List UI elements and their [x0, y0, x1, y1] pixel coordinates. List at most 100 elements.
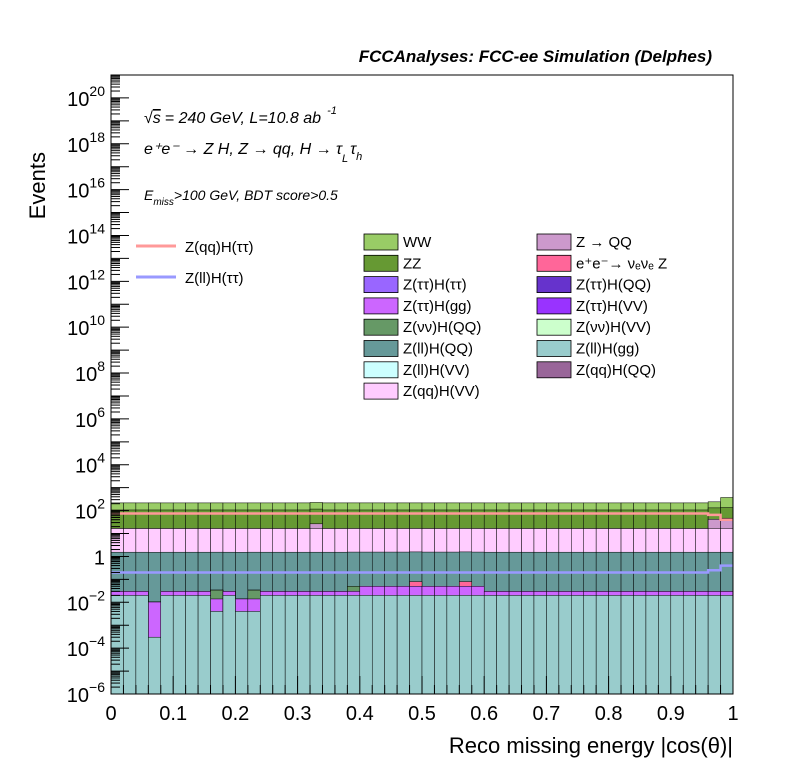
stack-bar: [322, 595, 336, 695]
stack-legend-swatch: [363, 340, 399, 357]
y-tick-label: 104: [75, 450, 105, 478]
stack-bar: [571, 595, 584, 695]
stack-legend-label: Z → QQ: [576, 234, 632, 251]
y-tick-label: 1014: [67, 220, 105, 248]
x-tick-label: 0.7: [532, 703, 560, 725]
stack-bar: [347, 595, 361, 695]
stack-bar: [533, 595, 547, 695]
x-tick-label: 0: [105, 703, 116, 725]
stack-legend-label: ZZ: [403, 255, 421, 272]
stack-bar: [558, 595, 572, 695]
signal-legend-label: Z(qq)H(ττ): [185, 239, 254, 256]
stack-bar: [309, 595, 323, 695]
x-tick-label: 0.2: [221, 703, 249, 725]
svg-text:Emiss>100 GeV, BDT score>0.5: Emiss>100 GeV, BDT score>0.5: [144, 187, 338, 208]
signal-legend-label: Z(ll)H(ττ): [185, 270, 244, 287]
y-tick-label: 1020: [67, 83, 105, 111]
stack-bar: [521, 595, 535, 695]
stack-bar: [707, 595, 721, 695]
stack-legend-swatch: [363, 318, 399, 336]
stack-bar: [396, 595, 410, 695]
stack-bar: [695, 595, 709, 695]
x-tick-label: 0.8: [595, 703, 623, 725]
annotation-energy: √s = 240 GeV, L=10.8 ab -1: [144, 105, 337, 127]
stack-bar: [720, 595, 734, 695]
stack-legend-swatch: [536, 254, 572, 272]
stack-bar: [148, 636, 162, 695]
cuts-suffix: >100 GeV, BDT score>0.5: [174, 187, 338, 203]
y-tick-label: 10−6: [67, 679, 105, 707]
y-tick-label: 1: [94, 547, 105, 569]
stack-bar: [658, 595, 672, 695]
svg-text:√s= 240 GeV, L=10.8 ab-1: √s = 240 GeV, L=10.8 ab -1: [144, 105, 337, 127]
stack-bar: [546, 595, 560, 695]
stack-bar: [421, 595, 435, 695]
stack-bar: [135, 595, 149, 695]
stack-layer: [110, 595, 734, 695]
stack-bar: [508, 595, 522, 695]
stack-bar: [496, 595, 510, 695]
stack-legend-swatch: [363, 382, 399, 400]
x-tick-label: 0.3: [284, 703, 312, 725]
stack-legend-swatch: [363, 276, 399, 294]
x-axis-label: Reco missing energy |cos(θ)|: [449, 733, 733, 758]
stack-legend-label: Z(ll)H(QQ): [403, 341, 473, 358]
y-tick-label: 1016: [67, 175, 105, 203]
stack-legend-label: Z(qq)H(QQ): [576, 362, 656, 379]
stack-legend-swatch: [363, 361, 399, 379]
stack-legend-label: Z(ll)H(VV): [403, 362, 470, 379]
svg-text:e⁺e⁻ → Z H, Z → qq, H → τLτh: e⁺e⁻ → Z H, Z → qq, H → τLτh: [144, 141, 362, 165]
signal-line: [111, 512, 733, 521]
stack-bar: [434, 595, 448, 695]
y-tick-label: 108: [75, 358, 105, 386]
tau2-sub: h: [356, 151, 362, 163]
stack-bar: [670, 595, 684, 695]
y-tick-label: 1010: [67, 312, 105, 340]
cuts-prefix: E: [144, 187, 154, 203]
stack-legend-swatch: [363, 254, 399, 272]
y-tick-label: 102: [75, 496, 105, 524]
cuts-sub: miss: [153, 197, 174, 208]
stack-bar: [471, 595, 485, 695]
signal-legend: Z(qq)H(ττ) Z(ll)H(ττ): [136, 239, 254, 287]
stack-bar: [247, 611, 261, 695]
stack-bar: [583, 595, 597, 695]
x-tick-label: 1: [727, 703, 738, 725]
stack-bar: [682, 595, 696, 695]
x-tick-label: 0.9: [657, 703, 685, 725]
x-ticks: 0 0.1 0.2 0.3 0.4 0.5 0.6 0.7 0.8 0.9 1: [105, 676, 739, 725]
sqrt-symbol: √: [144, 110, 153, 127]
x-tick-label: 0.5: [408, 703, 436, 725]
stack-bar: [409, 595, 423, 695]
stack-bar: [459, 595, 473, 695]
stack-bar: [260, 595, 273, 695]
annotation-cuts: Emiss>100 GeV, BDT score>0.5: [144, 187, 338, 208]
stack-bar: [371, 595, 385, 695]
stack-bar: [359, 595, 373, 695]
stack-legend-swatch: [536, 276, 572, 294]
stack-legend-swatch: [536, 297, 572, 315]
stack-bar: [384, 595, 398, 695]
lumi-exp: -1: [327, 105, 337, 117]
stack-bar: [123, 595, 137, 695]
stack-bar: [608, 595, 622, 695]
stack-legend: WW ZZ Z(ττ)H(ττ) Z(ττ)H(gg) Z(νν)H(QQ) Z(ll)H…: [363, 233, 667, 400]
stack-bar: [272, 595, 286, 695]
stack-bar: [235, 611, 249, 695]
stack-bar: [297, 595, 311, 695]
x-tick-label: 0.1: [159, 703, 187, 725]
stack-bar: [210, 611, 224, 695]
stack-bar: [222, 595, 236, 695]
stack-legend-swatch: [536, 340, 572, 357]
stack-legend-label: e⁺e⁻→ νₑνₑ Z: [576, 255, 667, 272]
stack-legend-label: Z(ττ)H(ττ): [403, 277, 467, 294]
stack-legend-swatch: [536, 318, 572, 336]
tau1-sub: L: [342, 153, 348, 165]
stack-legend-label: Z(νν)H(QQ): [403, 319, 481, 336]
stack-legend-swatch: [536, 233, 572, 251]
x-tick-label: 0.6: [470, 703, 498, 725]
x-tick-label: 0.4: [346, 703, 374, 725]
stack-legend-swatch: [363, 233, 399, 251]
sqrt-s: s: [153, 110, 161, 127]
